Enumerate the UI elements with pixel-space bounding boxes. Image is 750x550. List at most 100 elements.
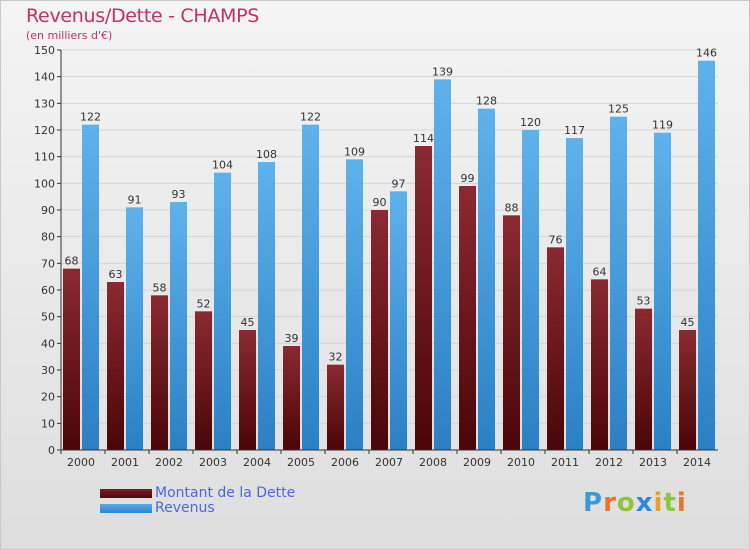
bar-debt: [195, 311, 212, 450]
legend-label-revenue: Revenus: [155, 500, 215, 516]
data-label-revenue: 117: [564, 124, 585, 137]
bar-debt: [459, 186, 476, 450]
x-tick-label: 2013: [639, 456, 667, 469]
y-tick-label: 100: [34, 177, 55, 190]
x-tick-label: 2008: [419, 456, 447, 469]
bar-debt: [371, 210, 388, 450]
bar-revenue: [390, 191, 407, 451]
bars: [63, 60, 715, 451]
y-tick-label: 80: [41, 231, 55, 244]
data-label-revenue: 119: [652, 119, 673, 132]
legend-swatch-revenue: [100, 504, 152, 513]
data-label-revenue: 109: [344, 145, 365, 158]
y-tick-label: 10: [41, 417, 55, 430]
data-label-revenue: 122: [300, 111, 321, 124]
data-label-debt: 53: [637, 295, 651, 308]
bar-revenue: [126, 207, 143, 450]
bar-revenue: [214, 172, 231, 450]
data-label-debt: 52: [197, 297, 211, 310]
y-tick-label: 70: [41, 257, 55, 270]
logo-letter: x: [635, 488, 654, 518]
legend-swatch-debt: [100, 489, 152, 498]
bar-revenue: [478, 108, 495, 451]
x-tick-label: 2000: [67, 456, 95, 469]
logo-letter: t: [663, 488, 677, 518]
bar-revenue: [346, 159, 363, 451]
data-label-debt: 63: [109, 268, 123, 281]
data-label-revenue: 122: [80, 111, 101, 124]
y-tick-label: 0: [48, 444, 55, 457]
x-tick-label: 2006: [331, 456, 359, 469]
bar-revenue: [302, 124, 319, 451]
logo-letter: P: [583, 488, 604, 518]
data-label-revenue: 125: [608, 103, 629, 116]
data-label-debt: 45: [681, 316, 695, 329]
data-label-revenue: 97: [392, 177, 406, 190]
x-tick-label: 2009: [463, 456, 491, 469]
bar-debt: [239, 330, 256, 450]
data-label-debt: 76: [549, 233, 563, 246]
proxiti-logo: Proxiti: [583, 488, 687, 518]
logo-letter: i: [653, 488, 664, 518]
y-tick-label: 130: [34, 97, 55, 110]
y-tick-label: 30: [41, 364, 55, 377]
data-label-revenue: 91: [128, 193, 142, 206]
bar-revenue: [170, 202, 187, 450]
data-label-debt: 88: [505, 201, 519, 214]
chart-subtitle: (en milliers d'€): [26, 29, 113, 42]
bar-debt: [283, 346, 300, 450]
bar-debt: [547, 247, 564, 450]
bar-revenue: [258, 162, 275, 450]
data-label-revenue: 120: [520, 116, 541, 129]
bar-debt: [415, 146, 432, 450]
y-tick-label: 90: [41, 204, 55, 217]
x-tick-label: 2003: [199, 456, 227, 469]
bar-debt: [151, 295, 168, 450]
data-label-revenue: 108: [256, 148, 277, 161]
x-tick-label: 2012: [595, 456, 623, 469]
bar-debt: [107, 282, 124, 450]
x-tick-label: 2007: [375, 456, 403, 469]
bar-revenue: [654, 132, 671, 450]
x-tick-label: 2010: [507, 456, 535, 469]
x-tick-label: 2014: [683, 456, 711, 469]
y-tick-label: 120: [34, 124, 55, 137]
data-label-debt: 68: [65, 255, 79, 268]
logo-letter: i: [676, 488, 687, 518]
bar-debt: [327, 364, 344, 450]
axes: 0 10 20 30 40 50 60 70 80 90 100 110 120 130 140 150 200…: [34, 44, 718, 469]
data-label-debt: 90: [373, 196, 387, 209]
y-tick-label: 20: [41, 391, 55, 404]
bar-debt: [591, 279, 608, 450]
bar-debt: [635, 308, 652, 450]
data-label-debt: 39: [285, 332, 299, 345]
data-label-revenue: 104: [212, 159, 233, 172]
chart-title: Revenus/Dette - CHAMPS: [26, 5, 260, 27]
data-label-debt: 32: [329, 351, 343, 364]
data-label-debt: 58: [153, 281, 167, 294]
data-labels: 68 122 63 91 58 93 52 104 45 108 39 122 32 109 90 97 114…: [65, 47, 718, 364]
data-label-debt: 64: [593, 265, 607, 278]
bar-debt: [503, 215, 520, 450]
y-tick-label: 110: [34, 151, 55, 164]
bar-revenue: [82, 124, 99, 451]
bar-revenue: [566, 138, 583, 450]
legend-label-debt: Montant de la Dette: [155, 485, 296, 501]
y-tick-label: 40: [41, 337, 55, 350]
data-label-revenue: 93: [172, 188, 186, 201]
data-label-revenue: 128: [476, 95, 497, 108]
y-tick-label: 150: [34, 44, 55, 57]
x-tick-label: 2005: [287, 456, 315, 469]
data-label-revenue: 146: [696, 47, 717, 60]
logo-letter: o: [616, 488, 636, 518]
bar-revenue: [610, 116, 627, 451]
data-label-debt: 45: [241, 316, 255, 329]
y-tick-label: 50: [41, 311, 55, 324]
x-tick-label: 2001: [111, 456, 139, 469]
logo-letter: r: [603, 488, 617, 518]
data-label-debt: 114: [413, 132, 434, 145]
x-tick-label: 2011: [551, 456, 579, 469]
bar-revenue: [434, 79, 451, 450]
data-label-revenue: 139: [432, 65, 453, 78]
